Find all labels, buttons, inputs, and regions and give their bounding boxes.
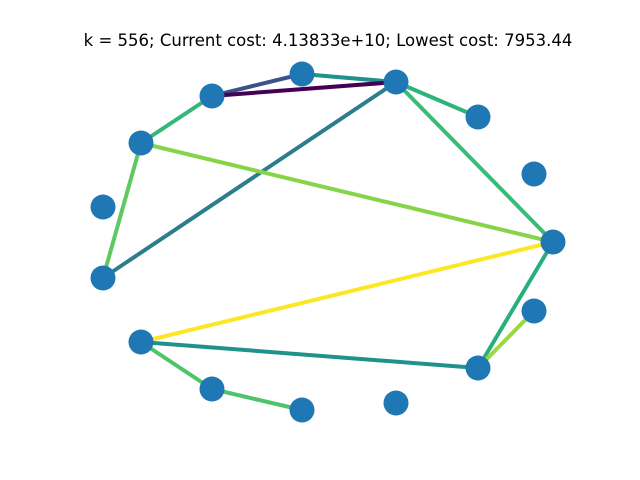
- edge-n1-n2: [300, 72, 398, 84]
- edge-n5-n7: [476, 240, 555, 370]
- node-n7: [465, 355, 491, 381]
- node-n1: [289, 61, 315, 87]
- edge-n1-n14: [210, 72, 304, 98]
- node-n2: [383, 69, 409, 95]
- edge-n14-n13: [139, 94, 214, 145]
- edge-layer: [101, 72, 555, 412]
- edge-n9-n7: [139, 340, 480, 370]
- edge-n2-n5: [394, 80, 555, 244]
- edge-n13-n5: [139, 141, 555, 244]
- edge-n2-n14: [210, 80, 398, 98]
- edge-n13-n10: [101, 141, 143, 280]
- edge-n8-n0: [210, 387, 304, 412]
- node-n11: [90, 194, 116, 220]
- edge-n5-n9: [139, 240, 555, 344]
- node-n12: [383, 390, 409, 416]
- edge-n2-n3: [394, 80, 480, 119]
- edge-n6-n7: [476, 309, 536, 370]
- node-n9: [128, 329, 154, 355]
- node-n10: [90, 265, 116, 291]
- node-n5: [540, 229, 566, 255]
- node-n14: [199, 83, 225, 109]
- node-n3: [465, 104, 491, 130]
- node-n4: [521, 161, 547, 187]
- edge-n2-n10: [101, 80, 398, 280]
- node-n8: [199, 376, 225, 402]
- edge-n9-n8: [139, 340, 214, 391]
- node-n13: [128, 130, 154, 156]
- node-n6: [521, 298, 547, 324]
- node-n0: [289, 397, 315, 423]
- node-layer: [90, 61, 566, 423]
- plot-title: k = 556; Current cost: 4.13833e+10; Lowe…: [83, 31, 573, 50]
